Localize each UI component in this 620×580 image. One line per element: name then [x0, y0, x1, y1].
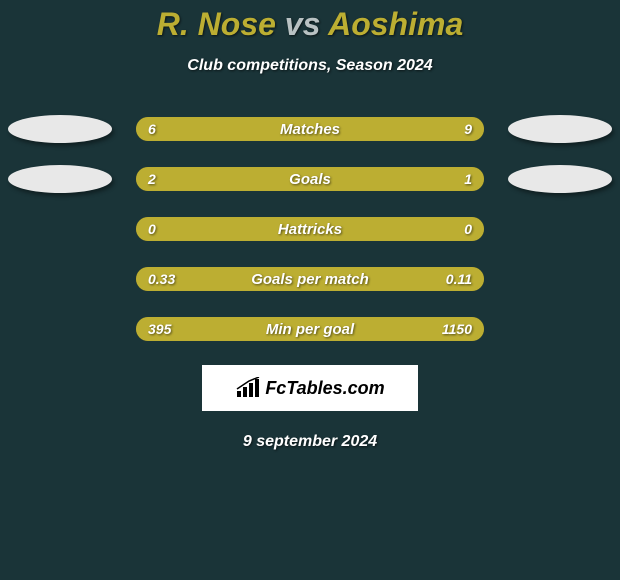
stat-row: Goals per match0.330.11 [0, 265, 620, 293]
spacer [8, 215, 112, 243]
spacer [508, 215, 612, 243]
title-player2: Aoshima [328, 6, 463, 42]
player2-marker [508, 165, 612, 193]
stat-bar: Min per goal3951150 [136, 317, 484, 341]
title-player1: R. Nose [157, 6, 276, 42]
stat-bar: Hattricks00 [136, 217, 484, 241]
stat-bar: Goals per match0.330.11 [136, 267, 484, 291]
source-logo: FcTables.com [202, 365, 418, 411]
source-logo-text: FcTables.com [265, 378, 384, 399]
player1-marker [8, 115, 112, 143]
bar-segment-player1 [136, 267, 397, 291]
bar-segment-player1 [136, 217, 310, 241]
stat-row: Goals21 [0, 165, 620, 193]
spacer [8, 315, 112, 343]
spacer [508, 265, 612, 293]
spacer [8, 265, 112, 293]
stat-row: Min per goal3951150 [0, 315, 620, 343]
bar-chart-icon [235, 377, 261, 399]
stat-bar: Goals21 [136, 167, 484, 191]
bar-segment-player2 [397, 267, 484, 291]
date-label: 9 september 2024 [0, 433, 620, 451]
stat-row: Matches69 [0, 115, 620, 143]
title-vs: vs [285, 6, 321, 42]
subtitle: Club competitions, Season 2024 [0, 57, 620, 75]
bar-segment-player2 [368, 167, 484, 191]
stat-row: Hattricks00 [0, 215, 620, 243]
comparison-infographic: R. Nose vs Aoshima Club competitions, Se… [0, 0, 620, 451]
stat-bar: Matches69 [136, 117, 484, 141]
bar-segment-player1 [136, 317, 225, 341]
bar-segment-player2 [275, 117, 484, 141]
bar-segment-player2 [310, 217, 484, 241]
bar-segment-player2 [225, 317, 484, 341]
player2-marker [508, 115, 612, 143]
spacer [508, 315, 612, 343]
page-title: R. Nose vs Aoshima [0, 6, 620, 43]
bar-segment-player1 [136, 167, 368, 191]
player1-marker [8, 165, 112, 193]
bar-segment-player1 [136, 117, 275, 141]
stat-rows: Matches69 Goals21 Hattricks00 Goals per mat… [0, 115, 620, 343]
